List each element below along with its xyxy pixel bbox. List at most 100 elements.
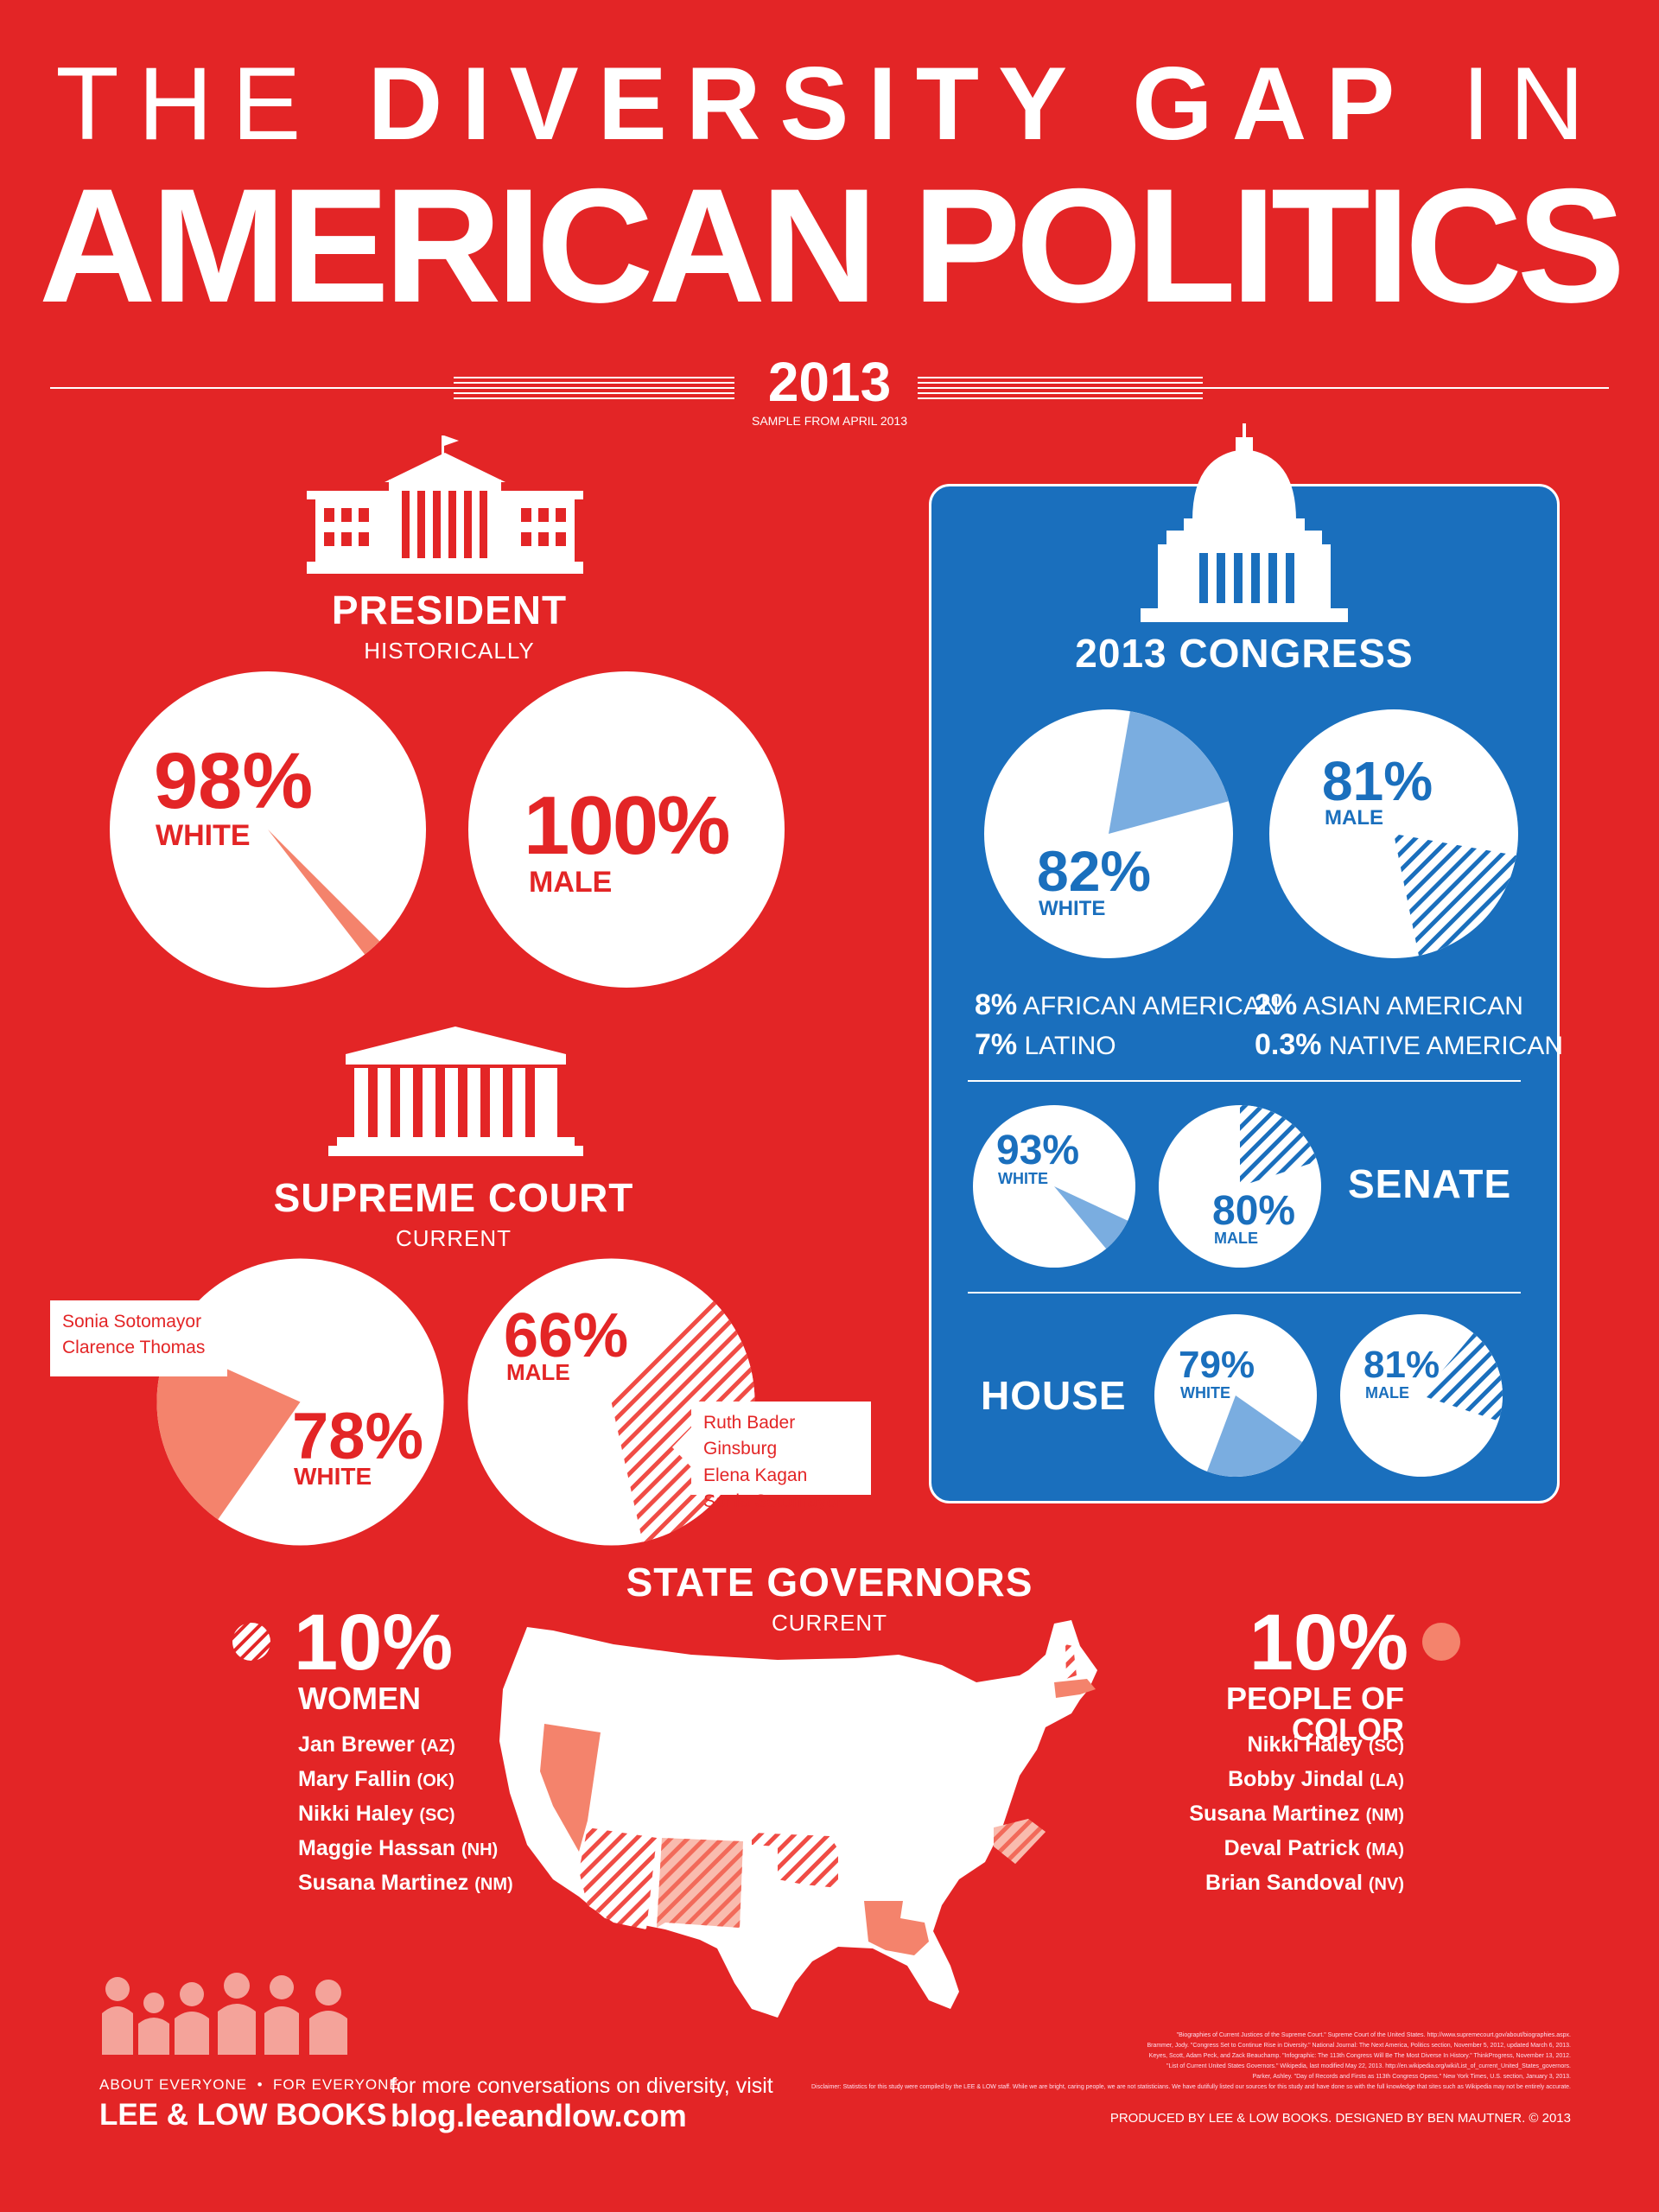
supreme-white-value: 78% bbox=[292, 1400, 424, 1473]
state-new-hampshire bbox=[1065, 1644, 1077, 1679]
capitol-icon bbox=[1141, 423, 1348, 622]
divider-lines-left bbox=[454, 377, 734, 399]
senate-white-label: WHITE bbox=[998, 1170, 1048, 1187]
congress-stat-asian-american: 2% ASIAN AMERICAN bbox=[1255, 990, 1523, 1020]
courthouse-icon bbox=[328, 1027, 583, 1156]
stat-label: LATINO bbox=[1024, 1032, 1116, 1060]
house-white-pie bbox=[1154, 1314, 1317, 1477]
pie-slice-female bbox=[1394, 834, 1516, 957]
women-governors-list: Jan Brewer (AZ) Mary Fallin (OK) Nikki H… bbox=[298, 1728, 513, 1901]
divider-left bbox=[50, 387, 456, 389]
house-male-label: MALE bbox=[1365, 1384, 1409, 1402]
governor-entry: Brian Sandoval (NV) bbox=[1145, 1866, 1404, 1901]
supreme-white-label: WHITE bbox=[294, 1463, 372, 1490]
governor-name: Susana Martinez bbox=[1189, 1802, 1360, 1826]
congress-male-value: 81% bbox=[1322, 750, 1433, 812]
footnote: "List of Current United States Governors… bbox=[1166, 2063, 1571, 2069]
senate-white-value: 93% bbox=[996, 1128, 1080, 1173]
stat-value: 2% bbox=[1255, 988, 1298, 1021]
governors-heading: STATE GOVERNORS bbox=[626, 1560, 1033, 1605]
governor-state: (SC) bbox=[419, 1806, 455, 1825]
governor-state: (MA) bbox=[1365, 1840, 1404, 1859]
divider-lines-right bbox=[918, 377, 1203, 399]
callout-pointer bbox=[672, 1426, 693, 1469]
governor-state: (OK) bbox=[416, 1771, 454, 1790]
stat-value: 7% bbox=[975, 1028, 1018, 1061]
footer-url[interactable]: blog.leeandlow.com bbox=[391, 2098, 687, 2133]
women-legend-dot bbox=[232, 1623, 270, 1661]
title-diversity-gap: DIVERSITY GAP bbox=[367, 46, 1414, 162]
supreme-male-label: MALE bbox=[506, 1359, 570, 1385]
sample-note: SAMPLE FROM APRIL 2013 bbox=[752, 414, 907, 428]
justice-name: Elena Kagan bbox=[703, 1465, 808, 1485]
footnote: Keyes, Scott, Adam Peck, and Zack Beauch… bbox=[1148, 2053, 1571, 2059]
poc-legend-dot bbox=[1422, 1623, 1460, 1661]
governor-name: Nikki Haley bbox=[298, 1802, 414, 1826]
governor-entry: Jan Brewer (AZ) bbox=[298, 1728, 513, 1763]
congress-male-label: MALE bbox=[1325, 806, 1383, 830]
callout-pointer bbox=[226, 1313, 246, 1357]
state-arizona bbox=[579, 1827, 657, 1929]
title-the: THE bbox=[55, 46, 321, 162]
title-in: IN bbox=[1461, 46, 1604, 162]
house-male-pie bbox=[1340, 1314, 1503, 1477]
supreme-court-subheading: CURRENT bbox=[395, 1225, 512, 1251]
governors-subheading: CURRENT bbox=[771, 1610, 888, 1636]
justice-name: Clarence Thomas bbox=[62, 1338, 206, 1358]
congress-white-label: WHITE bbox=[1039, 897, 1106, 920]
year: 2013 bbox=[767, 351, 892, 413]
justice-name: Sonia Sotomayor bbox=[703, 1491, 843, 1512]
justice-name: Sonia Sotomayor bbox=[62, 1312, 202, 1332]
governor-entry: Nikki Haley (SC) bbox=[298, 1797, 513, 1832]
footnote: Disclaimer: Statistics for this study we… bbox=[810, 2084, 1571, 2090]
congress-white-pie bbox=[984, 709, 1233, 958]
footnotes: "Biographies of Current Justices of the … bbox=[804, 2031, 1571, 2093]
stat-value: 0.3% bbox=[1255, 1028, 1322, 1061]
president-male-pie bbox=[468, 671, 785, 988]
governor-name: Jan Brewer bbox=[298, 1732, 415, 1757]
pie-slice-nonwhite bbox=[156, 1343, 301, 1520]
governor-entry: Susana Martinez (NM) bbox=[1145, 1797, 1404, 1832]
congress-heading: 2013 CONGRESS bbox=[1075, 631, 1414, 676]
congress-white-value: 82% bbox=[1037, 839, 1152, 903]
senate-label: SENATE bbox=[1348, 1161, 1512, 1206]
senate-male-value: 80% bbox=[1212, 1188, 1296, 1234]
president-male-value: 100% bbox=[524, 779, 731, 872]
nonwhite-justices-callout: Sonia Sotomayor Clarence Thomas bbox=[50, 1300, 227, 1376]
lee-low-logo-figures bbox=[102, 1973, 347, 2055]
justice-name: Ruth Bader Ginsburg bbox=[703, 1413, 796, 1459]
house-label: HOUSE bbox=[981, 1373, 1127, 1418]
divider-right bbox=[918, 387, 1609, 389]
president-subheading: HISTORICALLY bbox=[364, 638, 535, 664]
supreme-court-heading: SUPREME COURT bbox=[273, 1175, 634, 1220]
governor-entry: Susana Martinez (NM) bbox=[298, 1866, 513, 1901]
president-male-label: MALE bbox=[529, 866, 613, 899]
state-new-mexico-fill bbox=[657, 1838, 743, 1928]
credit-line: PRODUCED BY LEE & LOW BOOKS. DESIGNED BY… bbox=[1109, 2111, 1571, 2126]
congress-male-pie bbox=[1269, 709, 1518, 958]
female-justices-callout: Ruth Bader Ginsburg Elena Kagan Sonia So… bbox=[691, 1402, 871, 1511]
governor-entry: Bobby Jindal (LA) bbox=[1145, 1763, 1404, 1797]
pie-slice-nonwhite bbox=[1109, 711, 1229, 834]
house-male-value: 81% bbox=[1363, 1344, 1440, 1386]
governor-state: (SC) bbox=[1368, 1737, 1404, 1756]
white-house-icon bbox=[307, 435, 583, 574]
congress-stat-native-american: 0.3% NATIVE AMERICAN bbox=[1255, 1030, 1563, 1059]
brand-name: LEE & LOW BOOKS bbox=[99, 2098, 387, 2132]
footnote: Brammer, Jody. "Congress Set to Continue… bbox=[1147, 2043, 1571, 2049]
stat-label: AFRICAN AMERICAN bbox=[1022, 992, 1280, 1020]
title-line-1: THE DIVERSITY GAP IN bbox=[0, 52, 1659, 156]
house-white-value: 79% bbox=[1179, 1344, 1255, 1386]
governor-entry: Maggie Hassan (NH) bbox=[298, 1832, 513, 1866]
governor-name: Bobby Jindal bbox=[1228, 1767, 1364, 1791]
state-oklahoma bbox=[752, 1833, 838, 1888]
pie-slice-female bbox=[1421, 1332, 1503, 1421]
poc-governors-list: Nikki Haley (SC) Bobby Jindal (LA) Susan… bbox=[1145, 1728, 1404, 1901]
governor-name: Deval Patrick bbox=[1224, 1836, 1360, 1860]
page-title: AMERICAN POLITICS bbox=[38, 155, 1625, 336]
governor-name: Susana Martinez bbox=[298, 1871, 469, 1895]
senate-white-pie bbox=[973, 1105, 1135, 1268]
governor-state: (LA) bbox=[1370, 1771, 1404, 1790]
state-louisiana bbox=[864, 1901, 929, 1955]
pie-base bbox=[468, 671, 785, 988]
